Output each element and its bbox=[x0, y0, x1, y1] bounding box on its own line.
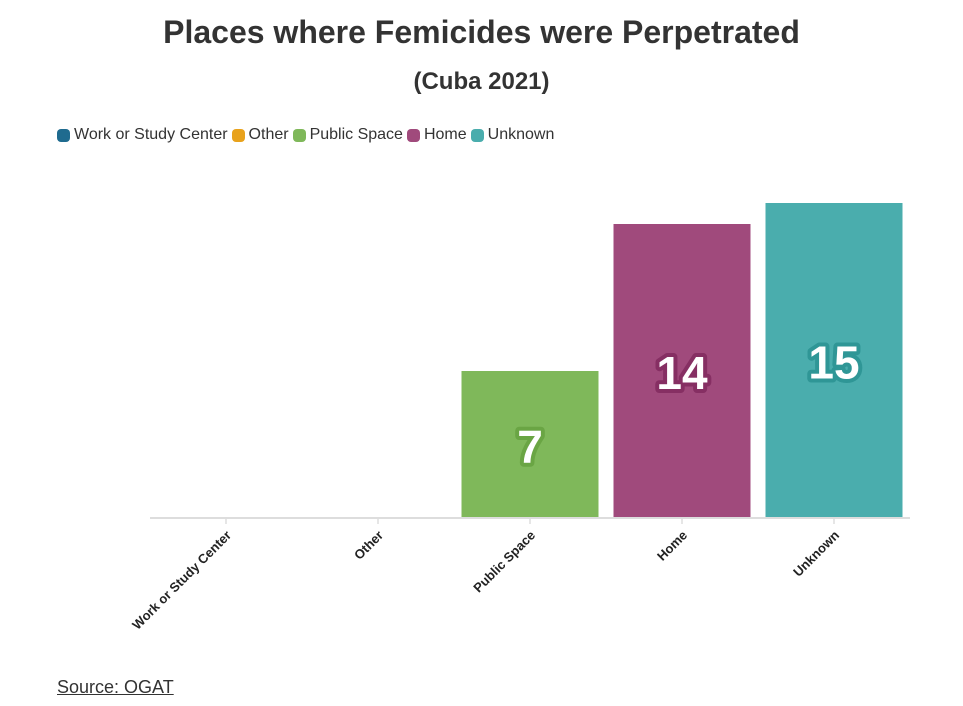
legend-swatch bbox=[292, 128, 306, 142]
legend-label: Work or Study Center bbox=[74, 126, 228, 143]
bar-value-label: 14 bbox=[656, 347, 708, 399]
legend-swatch bbox=[470, 128, 484, 142]
bar-value-label: 7 bbox=[517, 421, 543, 473]
x-tick-label: Work or Study Center bbox=[129, 528, 234, 633]
legend-swatch bbox=[57, 128, 70, 142]
x-tick-label: Other bbox=[351, 528, 386, 563]
legend-item-home[interactable]: Home bbox=[406, 126, 467, 144]
legend-item-public-space[interactable]: Public Space bbox=[292, 126, 403, 144]
chart-title: Places where Femicides were Perpetrated bbox=[163, 14, 800, 50]
x-tick-label: Home bbox=[654, 528, 690, 564]
bar-value-label-halo: 15 bbox=[808, 337, 859, 389]
legend-label: Public Space bbox=[309, 126, 403, 143]
legend-swatch bbox=[406, 128, 420, 142]
legend-item-work[interactable]: Work or Study Center bbox=[57, 126, 228, 144]
x-tick-label: Public Space bbox=[470, 528, 538, 596]
legend-swatch bbox=[231, 128, 245, 142]
legend: Work or Study Center Other Public Space … bbox=[57, 126, 558, 144]
legend-label: Unknown bbox=[487, 126, 555, 143]
source-link[interactable]: Source: OGAT bbox=[57, 677, 174, 697]
legend-item-other[interactable]: Other bbox=[231, 126, 289, 144]
bar[interactable] bbox=[613, 224, 751, 518]
bar[interactable] bbox=[461, 371, 599, 518]
legend-item-unknown[interactable]: Unknown bbox=[470, 126, 555, 144]
bar-value-label: 15 bbox=[808, 337, 859, 389]
legend-label: Other bbox=[248, 126, 289, 143]
bar-value-label-halo: 7 bbox=[517, 421, 543, 473]
chart-subtitle: (Cuba 2021) bbox=[413, 68, 550, 95]
legend-label: Home bbox=[423, 126, 467, 143]
bar-value-label-halo: 14 bbox=[656, 347, 708, 399]
bar[interactable] bbox=[765, 203, 903, 518]
x-tick-label: Unknown bbox=[790, 527, 842, 579]
